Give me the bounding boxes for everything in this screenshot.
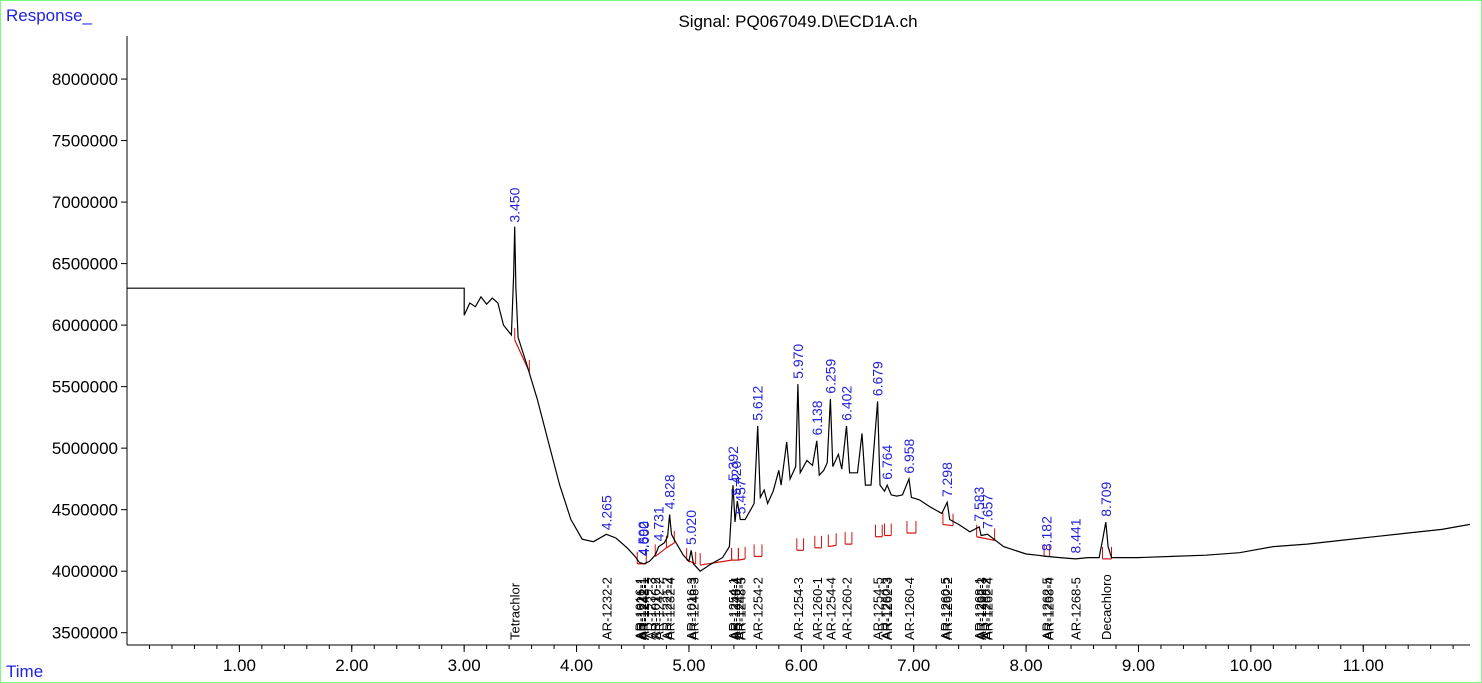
compound-label: AR-1260-5 — [938, 577, 953, 640]
compound-label-group: Tetrachlor AR-1232-2 AR-1016-1AR-1221-1AR-… — [508, 574, 1114, 640]
chart-title: Signal: PQ067049.D\ECD1A.ch — [678, 12, 917, 31]
compound-label: AR-1242-4 — [731, 577, 746, 640]
compound-label: AR-1254-3 — [791, 577, 806, 640]
peak-label: 4.828 — [662, 474, 678, 509]
integration-baseline — [942, 523, 954, 527]
compound-label: AR-1221-1 — [634, 577, 649, 640]
peak-label: 8.441 — [1068, 518, 1084, 553]
y-tick-label: 7500000 — [52, 132, 118, 151]
y-tick-label: 5500000 — [52, 378, 118, 397]
compound-label: AR-1262-3 — [974, 577, 989, 640]
peak-label: 8.709 — [1098, 481, 1114, 516]
peak-label: 4.592 — [635, 521, 651, 556]
peak-label: 5.457 — [732, 479, 748, 514]
compound-label: AR-1268-4 — [1042, 577, 1057, 640]
compound-label: AR-1242-2 — [652, 577, 667, 640]
compound-label: AR-1016-1 — [633, 577, 648, 640]
compound-label: AR-1254-2 — [751, 577, 766, 640]
peak-label: 3.450 — [507, 187, 523, 222]
x-tick-label: 6.00 — [785, 656, 818, 675]
peak-label: 6.764 — [879, 445, 895, 480]
x-tick-label: 1.00 — [223, 656, 256, 675]
compound-label: AR-1268-1 — [972, 577, 987, 640]
integration-baseline — [700, 559, 732, 566]
compound-label: AR-1248-1 — [637, 577, 652, 640]
compound-label: AR-1248-3 — [686, 577, 701, 640]
y-tick-label: 8000000 — [52, 70, 118, 89]
x-tick-label: 7.00 — [897, 656, 930, 675]
peak-label: 6.679 — [870, 361, 886, 396]
x-tick-label: 11.00 — [1343, 656, 1384, 675]
y-axis-label: Response_ — [6, 6, 93, 25]
peak-label: 7.298 — [939, 462, 955, 497]
peak-label: 4.731 — [651, 506, 667, 541]
integration-baseline — [666, 542, 675, 549]
compound-label: AR-1262-4 — [981, 577, 996, 640]
compound-label: AR-1260-3 — [879, 577, 894, 640]
x-tick-group: 1.00 2.00 3.00 4.00 5.00 6.00 7.00 8.00 9.00 10.0… — [148, 645, 1454, 675]
x-tick-label: 10.00 — [1230, 656, 1273, 675]
compound-label: AR-1260-2 — [840, 577, 855, 640]
compound-label: AR-1268-5 — [1069, 577, 1084, 640]
y-tick-label: 3500000 — [52, 624, 118, 643]
integration-baseline — [976, 536, 995, 542]
compound-label: AR-1248-4 — [728, 577, 743, 640]
x-tick-label: 9.00 — [1122, 656, 1155, 675]
peak-label: 5.612 — [750, 386, 766, 421]
peak-label: 8.182 — [1038, 516, 1054, 551]
peak-label: 7.583 — [971, 486, 987, 521]
peak-label: 7.657 — [980, 494, 996, 529]
x-tick-label: 4.00 — [560, 656, 593, 675]
peak-label: 5.970 — [790, 344, 806, 379]
x-tick-label: 3.00 — [448, 656, 481, 675]
compound-label: AR-1232-3 — [644, 577, 659, 640]
compound-label: AR-1221-2 — [659, 577, 674, 640]
compound-label: AR-1016-2 — [648, 577, 663, 640]
peak-label: 6.138 — [809, 400, 825, 435]
peak-label: 4.600 — [636, 521, 652, 556]
compound-label: AR-1248-5 — [733, 577, 748, 640]
y-tick-group: 3500000 4000000 4500000 5000000 5500000 60000… — [52, 70, 127, 643]
integration-baseline — [828, 544, 837, 548]
peak-label: 5.020 — [683, 510, 699, 545]
compound-label: AR-1242-1 — [636, 577, 651, 640]
compound-label: Decachloro — [1099, 574, 1114, 640]
compound-label: AR-1016-3 — [684, 577, 699, 640]
compound-label: AR-1254-1 — [726, 577, 741, 640]
peak-label: 6.259 — [822, 358, 838, 393]
peak-label: 5.392 — [725, 446, 741, 481]
compound-label: AR-1260-4 — [902, 577, 917, 640]
compound-label: AR-1260-1 — [810, 577, 825, 640]
compound-label: AR-1262-2 — [940, 577, 955, 640]
compound-label: Tetrachlor — [508, 582, 523, 640]
y-tick-label: 6500000 — [52, 255, 118, 274]
peak-label: 6.402 — [838, 386, 854, 421]
compound-label: AR-1232-2 — [599, 577, 614, 640]
peak-label: 6.958 — [901, 438, 917, 473]
peak-label: 4.265 — [598, 495, 614, 530]
chromatogram-trace — [127, 226, 1471, 572]
compound-label: AR-1268-2 — [979, 577, 994, 640]
compound-label: AR-1262-3 — [880, 577, 895, 640]
y-tick-label: 5000000 — [52, 439, 118, 458]
compound-label: AR-1254-5 — [871, 577, 886, 640]
compound-label: AR-1232-4 — [663, 577, 678, 640]
y-tick-label: 4500000 — [52, 501, 118, 520]
integration-baseline — [738, 558, 746, 561]
x-tick-label: 2.00 — [335, 656, 368, 675]
compound-label: AR-1262-5 — [1039, 577, 1054, 640]
integration-baseline — [654, 547, 667, 557]
peak-label: 5.420 — [728, 461, 744, 496]
y-tick-label: 6000000 — [52, 316, 118, 335]
x-tick-label: 5.00 — [672, 656, 705, 675]
x-tick-label: 8.00 — [1010, 656, 1043, 675]
y-tick-label: 4000000 — [52, 562, 118, 581]
y-tick-label: 7000000 — [52, 193, 118, 212]
compound-label: AR-1254-4 — [823, 577, 838, 640]
x-axis-label: Time — [6, 662, 43, 681]
